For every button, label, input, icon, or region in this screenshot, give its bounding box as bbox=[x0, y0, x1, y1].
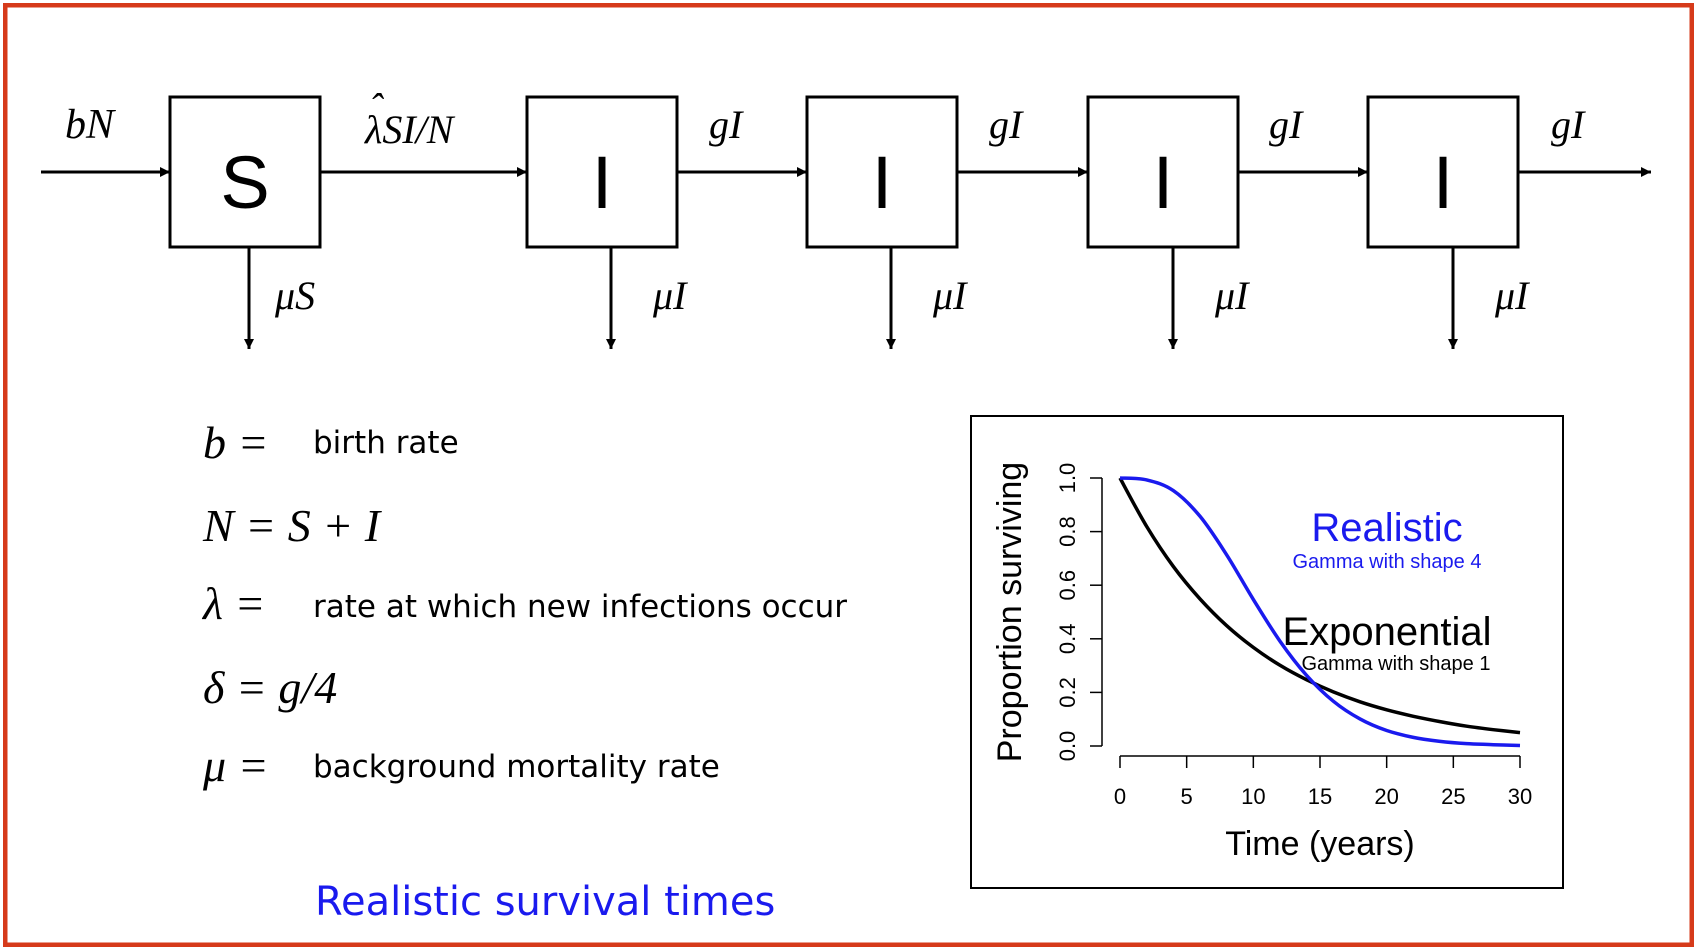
series-subtitle-exponential: Gamma with shape 1 bbox=[1302, 653, 1491, 675]
y-tick-label: 1.0 bbox=[1055, 463, 1080, 494]
series-label-exponential: Exponential bbox=[1282, 610, 1491, 654]
legend-desc-lambda: rate at which new infections occur bbox=[313, 589, 847, 625]
chart-panel bbox=[970, 415, 1564, 889]
x-tick-label: 30 bbox=[1508, 784, 1532, 809]
infection-rate-label: λSI/N bbox=[364, 107, 456, 152]
progression-rate-label-3: gI bbox=[1269, 102, 1304, 147]
compartment-flow: bN S μS ˆ λSI/N I μI gI I μI gI I μI gI … bbox=[41, 85, 1651, 349]
x-tick-label: 10 bbox=[1241, 784, 1265, 809]
infected-death-label-1: μI bbox=[652, 273, 688, 318]
infected-death-label-2: μI bbox=[932, 273, 968, 318]
progression-rate-label-2: gI bbox=[989, 102, 1024, 147]
y-tick-label: 0.6 bbox=[1055, 570, 1080, 601]
series-subtitle-realistic: Gamma with shape 4 bbox=[1293, 551, 1482, 573]
y-tick-label: 0.0 bbox=[1055, 731, 1080, 762]
legend-desc-mu: background mortality rate bbox=[313, 749, 720, 785]
y-tick-label: 0.8 bbox=[1055, 516, 1080, 547]
y-tick-label: 0.2 bbox=[1055, 677, 1080, 708]
parameter-legend: b = birth rate N = S + I λ = rate at whi… bbox=[201, 417, 847, 791]
x-tick-label: 5 bbox=[1181, 784, 1193, 809]
infected-box-3 bbox=[1086, 95, 1240, 249]
x-axis-label: Time (years) bbox=[1225, 825, 1415, 863]
infected-label-3: I bbox=[1153, 141, 1174, 224]
susceptible-label: S bbox=[220, 141, 269, 224]
slide-frame: bN S μS ˆ λSI/N I μI gI I μI gI I μI gI … bbox=[3, 3, 1694, 947]
diagram-canvas: bN S μS ˆ λSI/N I μI gI I μI gI I μI gI … bbox=[3, 3, 1694, 947]
exit-rate-label: gI bbox=[1551, 102, 1586, 147]
infection-hat: ˆ bbox=[369, 85, 384, 130]
series-label-realistic: Realistic bbox=[1311, 506, 1462, 550]
susceptible-box bbox=[168, 95, 322, 249]
x-tick-label: 0 bbox=[1114, 784, 1126, 809]
progression-rate-label-1: gI bbox=[709, 102, 744, 147]
caption: Realistic survival times bbox=[315, 879, 775, 925]
infected-label-1: I bbox=[592, 141, 613, 224]
infected-label-4: I bbox=[1433, 141, 1454, 224]
legend-symbol-birth: b = bbox=[203, 417, 269, 468]
susceptible-death-label: μS bbox=[274, 273, 315, 318]
chart-axes: 0 5 10 15 20 25 30 0.0 0.2 0.4 0.6 0.8 1.0 bbox=[1055, 463, 1532, 809]
x-tick-label: 15 bbox=[1308, 784, 1332, 809]
infected-death-label-3: μI bbox=[1214, 273, 1250, 318]
infected-death-label-4: μI bbox=[1494, 273, 1530, 318]
x-tick-label: 25 bbox=[1441, 784, 1465, 809]
y-axis-label: Proportion surviving bbox=[991, 462, 1029, 762]
x-tick-label: 20 bbox=[1374, 784, 1398, 809]
series-line-realistic bbox=[1119, 476, 1521, 748]
legend-symbol-delta: δ = g/4 bbox=[203, 662, 337, 713]
y-tick-label: 0.4 bbox=[1055, 624, 1080, 655]
chart-lines bbox=[1118, 476, 1521, 748]
birth-rate-label: bN bbox=[65, 102, 116, 148]
series-line-exponential bbox=[1118, 477, 1521, 735]
survival-chart: 0 5 10 15 20 25 30 0.0 0.2 0.4 0.6 0.8 1.0 Proportio… bbox=[970, 415, 1564, 889]
frame-border bbox=[3, 3, 1694, 947]
legend-symbol-mu: μ = bbox=[202, 740, 269, 791]
legend-desc-birth: birth rate bbox=[313, 425, 459, 461]
legend-symbol-lambda: λ = bbox=[201, 578, 265, 629]
infected-box-4 bbox=[1366, 95, 1520, 249]
legend-symbol-population: N = S + I bbox=[202, 500, 383, 551]
infected-label-2: I bbox=[872, 141, 893, 224]
